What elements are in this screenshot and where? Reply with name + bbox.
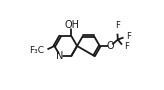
- Circle shape: [58, 54, 62, 58]
- Text: F₃C: F₃C: [29, 46, 44, 55]
- Circle shape: [109, 44, 112, 48]
- Circle shape: [41, 48, 47, 54]
- Text: F: F: [124, 42, 129, 51]
- Text: F: F: [115, 21, 120, 30]
- Text: OH: OH: [64, 20, 79, 30]
- Text: O: O: [107, 41, 114, 51]
- Text: N: N: [56, 51, 64, 61]
- Circle shape: [69, 23, 74, 28]
- Text: F: F: [126, 32, 131, 41]
- Circle shape: [124, 35, 128, 38]
- Circle shape: [122, 45, 125, 48]
- Circle shape: [115, 30, 119, 33]
